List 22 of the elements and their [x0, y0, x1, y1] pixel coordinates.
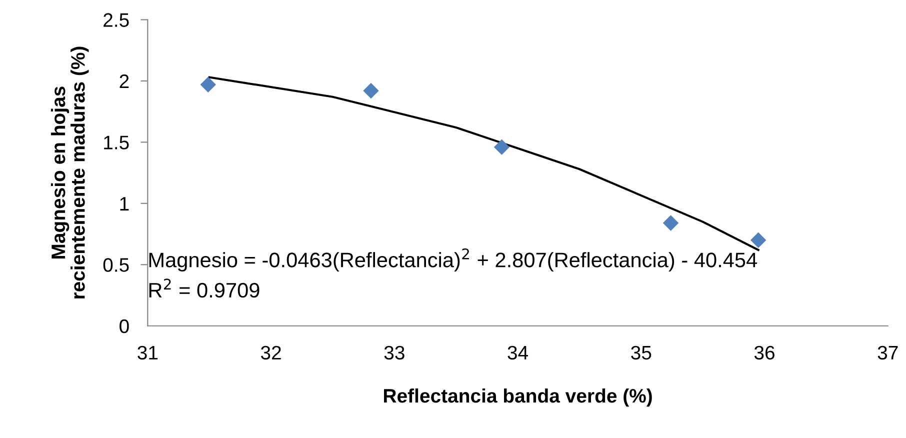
y-tick-label: 2 — [120, 74, 129, 88]
x-tick-label: 31 — [138, 346, 158, 360]
y-axis-title: Magnesio en hojas recientemente maduras (%) — [50, 46, 89, 298]
x-tick-label: 34 — [508, 346, 528, 360]
y-tick-label: 1 — [120, 197, 129, 210]
y-tick-label: 2.5 — [104, 13, 129, 27]
x-axis-title: Reflectancia banda verde (%) — [384, 388, 652, 407]
x-tick-label: 36 — [754, 346, 774, 360]
point — [200, 76, 216, 92]
y-tick-label: 0 — [120, 319, 129, 334]
x-tick-label: 32 — [260, 346, 281, 360]
x-tick-label: 35 — [631, 346, 652, 360]
x-tick-label: 33 — [384, 346, 404, 360]
x-tick-label: 37 — [878, 346, 898, 360]
point — [662, 215, 679, 231]
annotation: R$^{2}$ = 0.9709 — [149, 278, 260, 298]
y-tick-label: 0.5 — [103, 258, 129, 272]
annotation: Magnesio = -0.0463(Reflectancia)$^{2}$ + 2.807(Reflectancia) - 40.454 — [149, 248, 757, 272]
y-tick-label: 1.5 — [104, 136, 129, 150]
point — [750, 232, 766, 248]
point — [363, 82, 379, 99]
point — [494, 139, 510, 155]
